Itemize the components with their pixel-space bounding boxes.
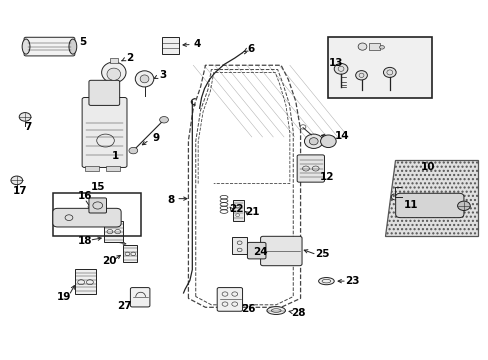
FancyBboxPatch shape <box>260 236 302 266</box>
Text: 18: 18 <box>77 236 92 246</box>
FancyBboxPatch shape <box>247 242 265 259</box>
Ellipse shape <box>357 43 366 50</box>
FancyBboxPatch shape <box>24 37 75 56</box>
Text: 3: 3 <box>159 70 166 80</box>
Text: 23: 23 <box>345 276 359 286</box>
Ellipse shape <box>135 71 154 87</box>
Ellipse shape <box>333 63 347 74</box>
Ellipse shape <box>107 68 121 80</box>
Bar <box>110 58 118 63</box>
Bar <box>231 237 247 254</box>
Ellipse shape <box>320 135 335 148</box>
Text: 22: 22 <box>229 204 244 214</box>
Ellipse shape <box>102 62 126 83</box>
Text: 14: 14 <box>334 131 348 141</box>
Bar <box>84 166 99 171</box>
Polygon shape <box>384 160 477 235</box>
Ellipse shape <box>304 134 323 148</box>
Text: 7: 7 <box>24 122 32 132</box>
Ellipse shape <box>69 39 77 54</box>
Text: 10: 10 <box>420 162 434 172</box>
Text: 15: 15 <box>91 182 105 192</box>
Text: 4: 4 <box>193 39 200 49</box>
Bar <box>368 43 379 50</box>
Text: 6: 6 <box>247 45 254 54</box>
Bar <box>53 193 141 235</box>
Text: 9: 9 <box>152 133 159 143</box>
FancyBboxPatch shape <box>395 193 463 218</box>
Bar <box>328 37 431 98</box>
Bar <box>105 166 120 171</box>
Text: 28: 28 <box>290 308 305 318</box>
Ellipse shape <box>266 307 285 315</box>
Text: 26: 26 <box>240 304 255 314</box>
Circle shape <box>379 45 384 49</box>
FancyBboxPatch shape <box>53 208 121 227</box>
FancyBboxPatch shape <box>89 198 106 213</box>
Text: 27: 27 <box>117 301 132 311</box>
Bar <box>104 221 122 242</box>
Circle shape <box>159 117 168 123</box>
Ellipse shape <box>318 278 333 285</box>
Bar <box>232 200 243 221</box>
Text: 17: 17 <box>13 186 27 196</box>
Text: 11: 11 <box>403 200 418 210</box>
Circle shape <box>11 176 22 185</box>
Ellipse shape <box>140 75 149 83</box>
FancyBboxPatch shape <box>89 80 120 105</box>
Text: 2: 2 <box>125 53 133 63</box>
FancyBboxPatch shape <box>297 155 324 182</box>
Text: 21: 21 <box>244 207 259 217</box>
Text: 19: 19 <box>57 292 71 302</box>
Text: 1: 1 <box>111 150 119 161</box>
Circle shape <box>129 147 138 154</box>
Circle shape <box>457 201 469 211</box>
Bar <box>75 269 96 294</box>
Text: 8: 8 <box>167 195 175 205</box>
Ellipse shape <box>355 71 366 80</box>
Text: 5: 5 <box>79 37 86 47</box>
Text: 20: 20 <box>102 256 116 266</box>
Ellipse shape <box>22 39 30 54</box>
Text: 25: 25 <box>315 249 329 259</box>
Bar <box>161 37 179 54</box>
FancyBboxPatch shape <box>130 288 150 307</box>
Text: 24: 24 <box>252 247 267 257</box>
Text: 12: 12 <box>320 172 334 182</box>
FancyBboxPatch shape <box>217 288 242 311</box>
Bar <box>122 245 137 262</box>
Circle shape <box>19 113 31 121</box>
Text: 16: 16 <box>77 191 92 201</box>
Text: 13: 13 <box>328 58 343 68</box>
FancyBboxPatch shape <box>82 98 127 167</box>
Ellipse shape <box>309 138 318 145</box>
Ellipse shape <box>383 67 395 77</box>
